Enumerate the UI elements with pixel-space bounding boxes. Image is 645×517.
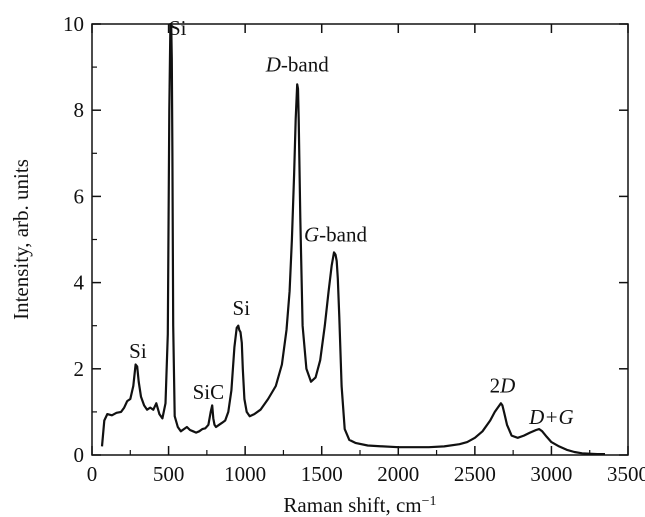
x-tick-label: 1000 [224,462,266,486]
x-tick-label: 0 [87,462,98,486]
peak-annotation: SiC [193,380,225,404]
peak-annotation: G-band [304,223,367,247]
y-axis-title: Intensity, arb. units [9,159,33,320]
raman-spectrum-line [100,22,605,456]
x-tick-label: 500 [153,462,185,486]
y-tick-label: 0 [74,443,85,467]
x-tick-label: 2500 [454,462,496,486]
y-tick-label: 8 [74,98,85,122]
x-tick-label: 1500 [301,462,343,486]
peak-annotation: D+G [528,405,574,429]
peak-annotation: Si [169,16,187,40]
peak-annotation: D-band [265,52,329,76]
peak-annotation: Si [129,339,147,363]
x-tick-label: 3500 [607,462,645,486]
x-tick-label: 2000 [377,462,419,486]
x-axis-title-superscript: −1 [422,494,437,509]
y-tick-label: 2 [74,357,85,381]
y-tick-label: 6 [74,184,85,208]
y-tick-label: 10 [63,12,84,36]
peak-annotation: Si [233,296,251,320]
peak-annotation: 2D [490,374,516,398]
x-tick-label: 3000 [530,462,572,486]
x-axis-title-text: Raman shift, cm [283,493,421,517]
x-axis-title: Raman shift, cm−1 [283,493,436,517]
y-tick-label: 4 [74,271,85,295]
